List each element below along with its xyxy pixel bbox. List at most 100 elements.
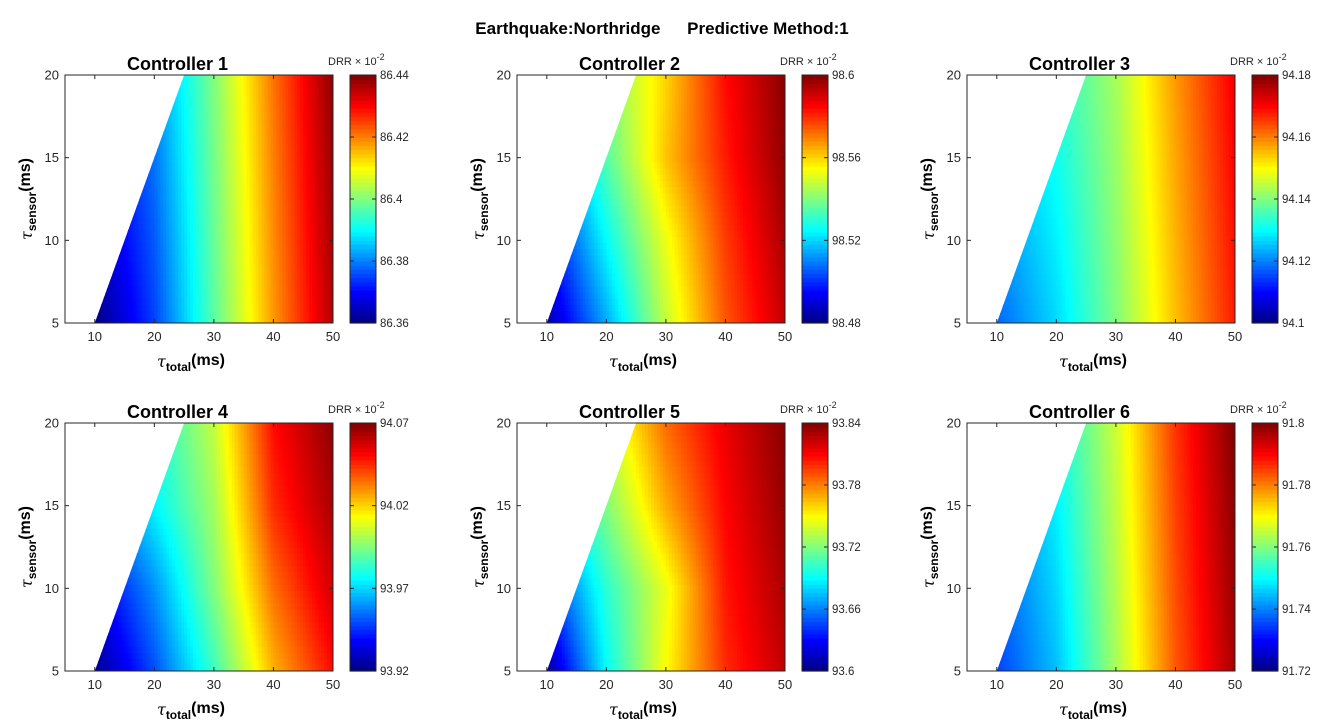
heatmap-cell (127, 199, 132, 206)
heatmap-cell (65, 100, 69, 107)
heatmap-cell (115, 304, 120, 312)
heatmap-cell (83, 149, 87, 156)
heatmap-cell (252, 180, 257, 188)
heatmap-cell (591, 248, 596, 256)
heatmap-cell (136, 279, 141, 287)
heatmap-cell (166, 230, 170, 237)
heatmap-cell (133, 180, 138, 188)
heatmap-cell (252, 292, 257, 299)
heatmap-cell (139, 99, 144, 107)
heatmap-cell (145, 261, 149, 268)
heatmap-cell (294, 143, 298, 150)
heatmap-cell (112, 168, 117, 175)
heatmap-cell (225, 192, 230, 200)
heatmap-cell (65, 193, 69, 200)
heatmap-cell (190, 106, 194, 113)
heatmap-cell (178, 279, 182, 287)
heatmap-cell (576, 267, 581, 274)
heatmap-cell (112, 217, 117, 225)
heatmap-cell (716, 310, 721, 318)
heatmap-cell (130, 112, 135, 119)
heatmap-cell (201, 205, 206, 212)
heatmap-cell (282, 304, 286, 312)
heatmap-cell (136, 254, 141, 262)
heatmap-cell (315, 304, 319, 312)
heatmap-cell (166, 149, 170, 157)
heatmap-cell (201, 242, 206, 250)
heatmap-cell (127, 267, 132, 274)
heatmap-cell (213, 149, 218, 157)
heatmap-cell (213, 310, 218, 318)
heatmap-cell (240, 298, 245, 305)
heatmap-cell (270, 236, 275, 243)
heatmap-cell (118, 279, 123, 287)
heatmap-cell (600, 267, 604, 274)
heatmap-cell (193, 298, 197, 305)
heatmap-cell (558, 316, 563, 323)
heatmap-cell (731, 304, 735, 312)
heatmap-cell (276, 81, 280, 88)
heatmap-cell (207, 118, 212, 126)
heatmap-cell (701, 248, 706, 256)
heatmap-cell (145, 87, 149, 95)
heatmap-cell (94, 143, 96, 150)
heatmap-cell (261, 143, 266, 150)
heatmap-cell (546, 236, 548, 243)
heatmap-cell (115, 130, 120, 138)
heatmap-cell (148, 242, 152, 250)
heatmap-cell (252, 106, 257, 113)
heatmap-cell (68, 187, 72, 194)
heatmap-cell (297, 99, 301, 107)
heatmap-cell (172, 223, 176, 231)
heatmap-cell (106, 161, 111, 169)
heatmap-cell (160, 248, 164, 256)
heatmap-cell (261, 316, 266, 323)
x-tick-label: 20 (147, 329, 161, 344)
heatmap-cell (264, 236, 269, 243)
heatmap-cell (546, 304, 551, 312)
heatmap-cell (327, 267, 331, 274)
heatmap-cell (148, 223, 152, 231)
heatmap-cell (237, 118, 242, 126)
heatmap-cell (169, 192, 173, 200)
heatmap-cell (276, 298, 280, 305)
heatmap-cell (782, 273, 785, 281)
heatmap-cell (115, 168, 120, 175)
heatmap-cell (552, 242, 557, 250)
heatmap-cell (648, 267, 652, 274)
heatmap-cell (196, 180, 200, 188)
heatmap-cell (181, 112, 185, 119)
heatmap-cell (184, 261, 188, 268)
heatmap-cell (142, 81, 146, 88)
heatmap-cell (273, 230, 278, 237)
heatmap-cell (109, 137, 114, 144)
heatmap-cell (160, 273, 164, 281)
heatmap-cell (74, 261, 78, 268)
heatmap-cell (695, 310, 700, 318)
heatmap-cell (103, 87, 108, 95)
heatmap-cell (160, 236, 164, 243)
heatmap-cell (255, 223, 260, 231)
heatmap-cell (77, 112, 81, 119)
heatmap-cell (136, 192, 141, 200)
heatmap-cell (160, 137, 164, 144)
heatmap-cell (139, 285, 144, 293)
heatmap-cell (523, 298, 527, 305)
heatmap-cell (306, 242, 310, 250)
heatmap-cell (291, 168, 295, 175)
heatmap-cell (154, 254, 158, 262)
heatmap-cell (237, 248, 242, 256)
heatmap-cell (282, 87, 286, 95)
heatmap-cell (240, 149, 245, 157)
heatmap-cell (526, 292, 530, 299)
heatmap-cell (579, 304, 584, 312)
heatmap-cell (190, 186, 194, 194)
heatmap-cell (234, 112, 239, 119)
heatmap-cell (228, 93, 233, 101)
heatmap-cell (112, 174, 117, 181)
heatmap-cell (109, 93, 114, 101)
heatmap-cell (624, 298, 628, 305)
heatmap-cell (303, 87, 307, 95)
heatmap-cell (517, 249, 521, 256)
heatmap-cell (181, 230, 185, 237)
